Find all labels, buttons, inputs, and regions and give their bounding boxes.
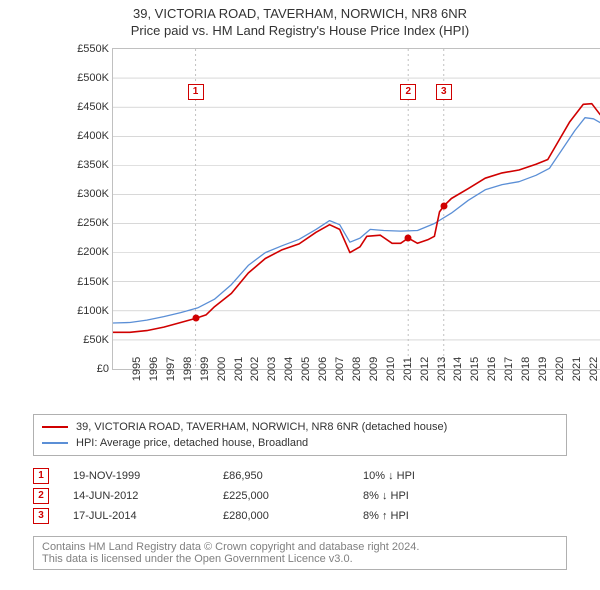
x-axis-label: 2019: [519, 357, 535, 381]
x-axis-label: 2006: [299, 357, 315, 381]
y-axis-label: £550K: [77, 43, 113, 55]
x-axis-label: 2023: [587, 357, 600, 381]
y-axis-label: £50K: [83, 334, 113, 346]
x-axis-label: 2002: [231, 357, 247, 381]
x-axis-label: 1997: [147, 357, 163, 381]
sale-row: 1 19-NOV-1999£86,95010% ↓ HPI: [33, 466, 567, 486]
sale-price: £280,000: [223, 510, 363, 522]
x-axis-label: 2012: [401, 357, 417, 381]
y-axis-label: £150K: [77, 276, 113, 288]
sale-marker: 3: [33, 508, 49, 524]
x-axis-label: 2016: [468, 357, 484, 381]
x-axis-label: 2000: [198, 357, 214, 381]
sale-point: [192, 315, 199, 322]
chart-title: 39, VICTORIA ROAD, TAVERHAM, NORWICH, NR…: [0, 0, 600, 23]
x-axis-label: 2003: [248, 357, 264, 381]
x-axis-label: 1995: [113, 357, 129, 381]
x-axis-label: 2008: [333, 357, 349, 381]
x-axis-label: 2010: [367, 357, 383, 381]
x-axis-label: 2021: [553, 357, 569, 381]
x-axis-label: 2015: [451, 357, 467, 381]
chart-subtitle: Price paid vs. HM Land Registry's House …: [0, 23, 600, 44]
sale-price: £225,000: [223, 490, 363, 502]
sale-marker: 3: [436, 84, 452, 100]
sale-point: [440, 202, 447, 209]
x-axis-label: 2014: [434, 357, 450, 381]
x-axis-label: 2020: [536, 357, 552, 381]
legend-label: HPI: Average price, detached house, Broa…: [76, 437, 308, 449]
legend-swatch: [42, 426, 68, 428]
sale-hpi-delta: 8% ↓ HPI: [363, 490, 409, 502]
y-axis-label: £0: [97, 363, 113, 375]
x-axis-label: 2004: [265, 357, 281, 381]
sale-row: 3 17-JUL-2014£280,0008% ↑ HPI: [33, 506, 567, 526]
y-axis-label: £450K: [77, 101, 113, 113]
y-axis-label: £200K: [77, 246, 113, 258]
line-chart: £0£50K£100K£150K£200K£250K£300K£350K£400…: [112, 48, 600, 370]
attribution: Contains HM Land Registry data © Crown c…: [33, 536, 567, 570]
y-axis-label: £300K: [77, 188, 113, 200]
attribution-line: Contains HM Land Registry data © Crown c…: [42, 541, 558, 553]
x-axis-label: 2022: [570, 357, 586, 381]
x-axis-label: 2001: [215, 357, 231, 381]
legend-label: 39, VICTORIA ROAD, TAVERHAM, NORWICH, NR…: [76, 421, 447, 433]
x-axis-label: 1996: [130, 357, 146, 381]
y-axis-label: £350K: [77, 159, 113, 171]
sale-price: £86,950: [223, 470, 363, 482]
y-axis-label: £500K: [77, 72, 113, 84]
sale-row: 2 14-JUN-2012£225,0008% ↓ HPI: [33, 486, 567, 506]
legend-item: HPI: Average price, detached house, Broa…: [42, 435, 558, 451]
x-axis-label: 2009: [350, 357, 366, 381]
sales-table: 1 19-NOV-1999£86,95010% ↓ HPI 2 14-JUN-2012…: [33, 466, 567, 526]
x-axis-label: 2011: [384, 357, 400, 381]
y-axis-label: £400K: [77, 130, 113, 142]
sale-point: [405, 234, 412, 241]
sale-date: 14-JUN-2012: [73, 490, 223, 502]
sale-marker: 1: [33, 468, 49, 484]
sale-marker: 2: [400, 84, 416, 100]
x-axis-label: 2005: [282, 357, 298, 381]
chart-footer-block: 39, VICTORIA ROAD, TAVERHAM, NORWICH, NR…: [33, 414, 567, 570]
sale-hpi-delta: 8% ↑ HPI: [363, 510, 409, 522]
legend: 39, VICTORIA ROAD, TAVERHAM, NORWICH, NR…: [33, 414, 567, 456]
legend-item: 39, VICTORIA ROAD, TAVERHAM, NORWICH, NR…: [42, 419, 558, 435]
x-axis-label: 1998: [164, 357, 180, 381]
x-axis-label: 2018: [502, 357, 518, 381]
legend-swatch: [42, 442, 68, 444]
attribution-line: This data is licensed under the Open Gov…: [42, 553, 558, 565]
property-series: [113, 98, 600, 332]
sale-hpi-delta: 10% ↓ HPI: [363, 470, 415, 482]
hpi-series: [113, 114, 600, 322]
y-axis-label: £100K: [77, 305, 113, 317]
sale-date: 19-NOV-1999: [73, 470, 223, 482]
sale-date: 17-JUL-2014: [73, 510, 223, 522]
x-axis-label: 2017: [485, 357, 501, 381]
x-axis-label: 2013: [418, 357, 434, 381]
sale-marker: 1: [188, 84, 204, 100]
x-axis-label: 2007: [316, 357, 332, 381]
y-axis-label: £250K: [77, 217, 113, 229]
x-axis-label: 1999: [181, 357, 197, 381]
sale-marker: 2: [33, 488, 49, 504]
